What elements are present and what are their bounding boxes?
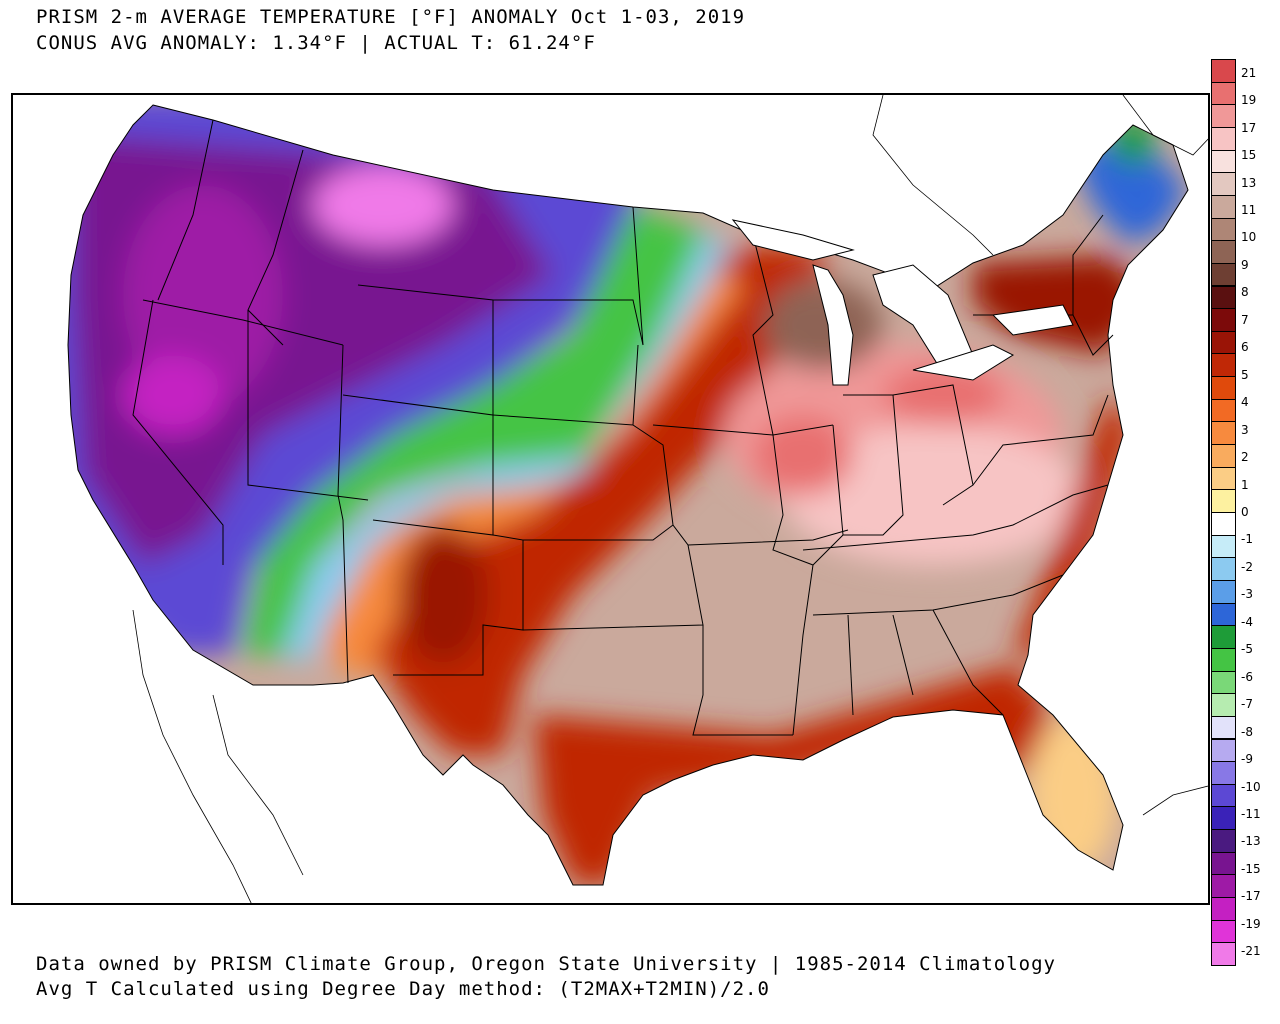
colorbar-cell — [1211, 104, 1236, 128]
state-boundaries — [67, 104, 1189, 886]
colorbar-tick-label: -3 — [1241, 587, 1253, 602]
colorbar-cell — [1211, 806, 1236, 831]
colorbar-cell — [1211, 444, 1236, 468]
colorbar-cell — [1211, 421, 1236, 446]
colorbar-cell — [1211, 149, 1236, 174]
colorbar-tick-label: -6 — [1241, 669, 1253, 684]
colorbar-cell — [1211, 217, 1236, 242]
colorbar-cell — [1211, 398, 1236, 423]
temperature-anomaly-map — [67, 95, 1208, 903]
colorbar-tick-label: 7 — [1241, 312, 1249, 327]
colorbar-tick-label: 19 — [1241, 93, 1257, 108]
colorbar-tick-label: 6 — [1241, 340, 1249, 355]
colorbar-tick-label: 2 — [1241, 450, 1249, 465]
great-lakes — [731, 219, 1074, 386]
colorbar-cell — [1211, 330, 1236, 355]
colorbar-tick-label: -11 — [1241, 807, 1261, 821]
colorbar-tick-label: -2 — [1241, 559, 1253, 574]
colorbar-tick-label: 17 — [1241, 120, 1257, 135]
colorbar-cell — [1211, 783, 1236, 808]
colorbar-cell — [1211, 693, 1236, 717]
colorbar-tick-label: 4 — [1241, 395, 1249, 410]
colorbar-tick-label: -1 — [1241, 532, 1253, 547]
map-subtitle: CONUS AVG ANOMALY: 1.34°F | ACTUAL T: 61… — [36, 32, 596, 54]
colorbar-tick-label: -21 — [1241, 944, 1261, 959]
method-note: Avg T Calculated using Degree Day method… — [36, 978, 770, 1000]
colorbar-cell — [1211, 579, 1236, 604]
colorbar-cell — [1211, 194, 1236, 219]
colorbar-cell — [1211, 81, 1236, 106]
colorbar-cell — [1211, 262, 1236, 287]
map-frame — [11, 93, 1210, 905]
colorbar-tick-label: 8 — [1241, 285, 1249, 300]
colorbar-cell — [1211, 240, 1236, 264]
colorbar-tick-label: 11 — [1241, 203, 1257, 217]
colorbar-cell — [1211, 897, 1236, 921]
colorbar-cell — [1211, 874, 1236, 899]
colorbar-cell — [1211, 172, 1236, 196]
colorbar-cell — [1211, 376, 1236, 400]
colorbar-tick-label: -7 — [1241, 697, 1253, 712]
colorbar-tick-label: 3 — [1241, 422, 1249, 437]
colorbar-cell — [1211, 512, 1236, 536]
colorbar-cell — [1211, 829, 1236, 853]
colorbar-cell — [1211, 942, 1236, 966]
colorbar-tick-label: -8 — [1241, 724, 1253, 739]
colorbar-tick-label: 9 — [1241, 257, 1249, 272]
colorbar-tick-label: -19 — [1241, 916, 1261, 931]
colorbar-tick-label: 15 — [1241, 148, 1257, 163]
colorbar-tick-label: -4 — [1241, 614, 1253, 629]
colorbar-tick-label: 0 — [1241, 505, 1249, 519]
colorbar-cell — [1211, 489, 1236, 513]
colorbar-tick-label: 1 — [1241, 477, 1249, 492]
colorbar-tick-label: -10 — [1241, 779, 1261, 794]
colorbar-cell — [1211, 285, 1236, 310]
colorbar-tick-label: -13 — [1241, 834, 1261, 849]
neighboring-coastlines — [132, 95, 1208, 903]
colorbar-cell — [1211, 625, 1236, 649]
map-title: PRISM 2-m AVERAGE TEMPERATURE [°F] ANOMA… — [36, 6, 746, 28]
colorbar-tick-label: -5 — [1241, 642, 1253, 657]
colorbar-tick-label: -17 — [1241, 889, 1261, 904]
colorbar-cell — [1211, 353, 1236, 378]
colorbar-cell — [1211, 308, 1236, 332]
colorbar-cell — [1211, 919, 1236, 944]
colorbar-tick-label: -9 — [1241, 752, 1253, 767]
colorbar-tick-label: 13 — [1241, 175, 1257, 190]
colorbar-cell — [1211, 126, 1236, 151]
colorbar-cell — [1211, 715, 1236, 740]
colorbar-cell — [1211, 602, 1236, 627]
colorbar-cell — [1211, 851, 1236, 876]
colorbar-cell — [1211, 59, 1236, 83]
colorbar-tick-label: -15 — [1241, 861, 1261, 876]
colorbar-tick-label: 10 — [1241, 230, 1257, 245]
data-credit: Data owned by PRISM Climate Group, Orego… — [36, 953, 1056, 975]
colorbar-tick-label: 21 — [1241, 65, 1257, 80]
colorbar-cell — [1211, 534, 1236, 559]
colorbar-cell — [1211, 670, 1236, 695]
colorbar-cell — [1211, 647, 1236, 672]
colorbar-cell — [1211, 738, 1236, 763]
colorbar-tick-label: 5 — [1241, 367, 1249, 382]
colorbar-cell — [1211, 557, 1236, 581]
colorbar-cell — [1211, 761, 1236, 785]
colorbar-cell — [1211, 466, 1236, 491]
